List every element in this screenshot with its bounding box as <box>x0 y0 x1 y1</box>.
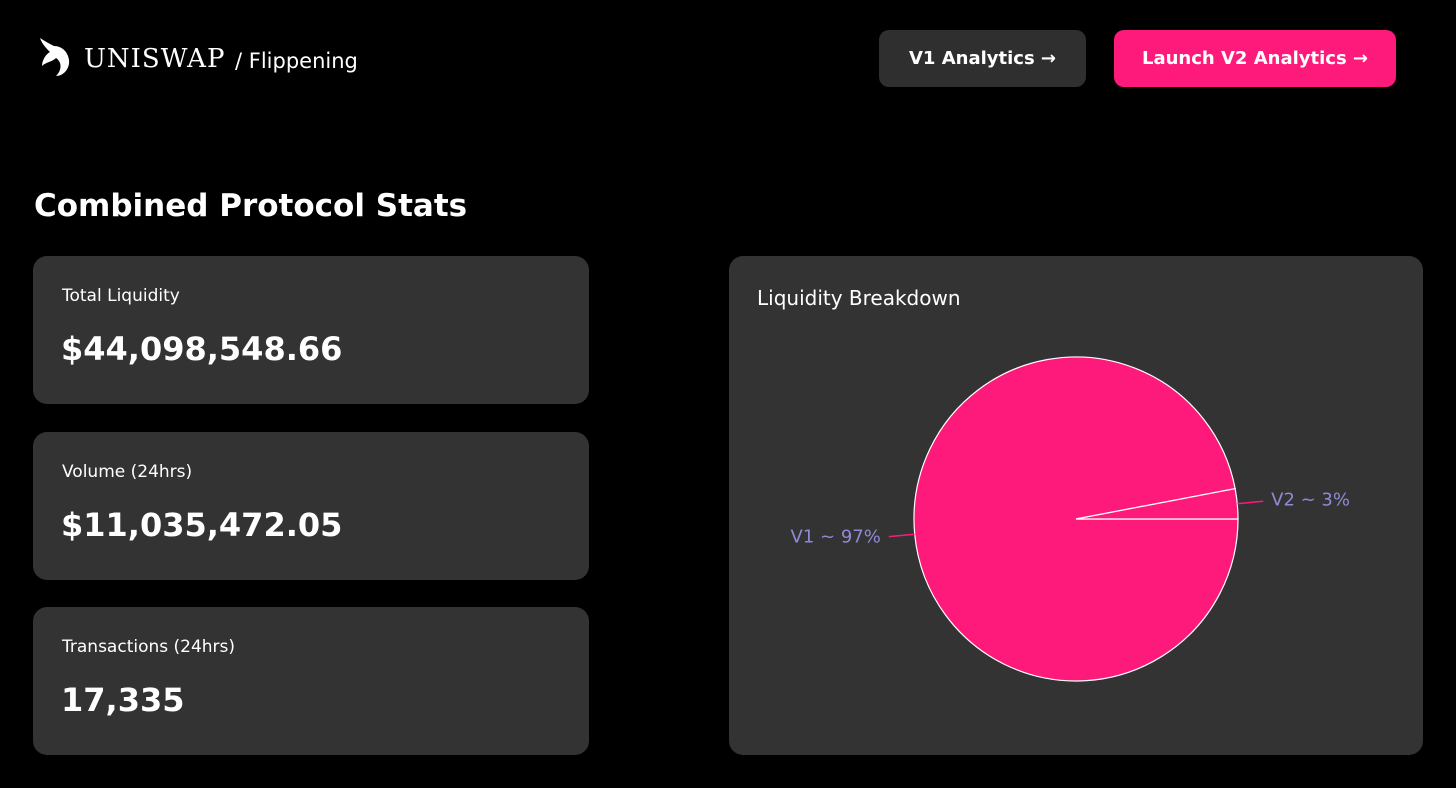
brand: UNISWAP <box>84 44 226 74</box>
chart-card: Liquidity Breakdown V1 ~ 97% V2 ~ 3% <box>729 256 1423 755</box>
pie-chart: V1 ~ 97% V2 ~ 3% <box>791 356 1350 682</box>
stat-card: Volume (24hrs) $11,035,472.05 <box>33 432 589 580</box>
stat-card: Total Liquidity $44,098,548.66 <box>33 256 589 404</box>
v1-button[interactable]: V1 Analytics → <box>879 30 1086 87</box>
stat-label: Volume (24hrs) <box>62 462 193 482</box>
v2-button[interactable]: Launch V2 Analytics → <box>1114 30 1396 87</box>
stat-label: Transactions (24hrs) <box>62 637 236 657</box>
subtitle: / Flippening <box>235 49 358 73</box>
leader-line <box>888 533 915 538</box>
slice-label: V1 ~ 97% <box>791 526 881 547</box>
chart-title: Liquidity Breakdown <box>757 286 961 310</box>
stat-card: Transactions (24hrs) 17,335 <box>33 607 589 755</box>
stat-label: Total Liquidity <box>62 286 180 306</box>
slice-label: V2 ~ 3% <box>1271 490 1350 511</box>
leader-line <box>1237 500 1264 505</box>
stat-value: 17,335 <box>61 681 185 719</box>
stat-value: $11,035,472.05 <box>61 506 343 544</box>
stat-value: $44,098,548.66 <box>61 330 343 368</box>
section-title: Combined Protocol Stats <box>34 188 468 224</box>
logo-icon <box>40 38 70 76</box>
